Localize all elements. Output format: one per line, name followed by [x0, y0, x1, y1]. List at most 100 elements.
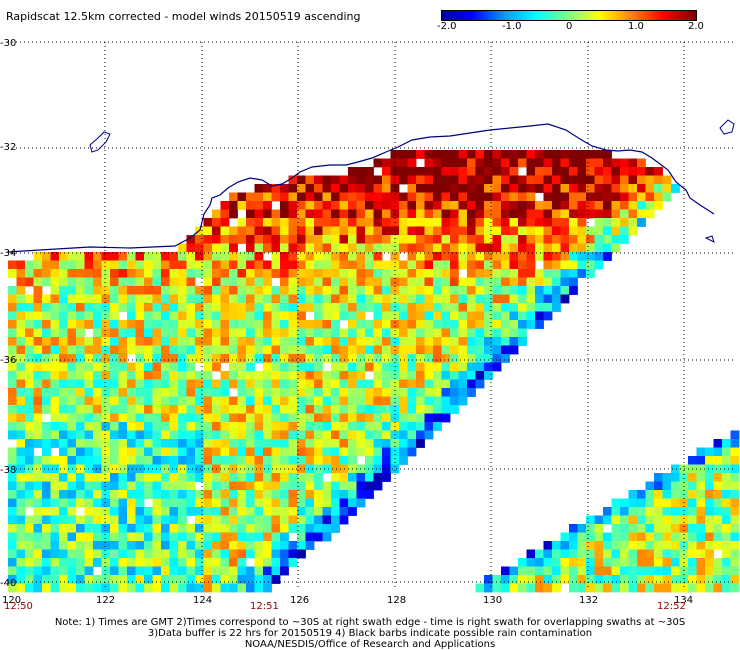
wind-cell: [161, 498, 170, 508]
wind-cell: [713, 490, 723, 499]
wind-cell: [314, 524, 323, 533]
wind-cell: [127, 362, 136, 372]
wind-cell: [118, 541, 128, 550]
wind-cell: [628, 566, 638, 576]
wind-cell: [382, 286, 391, 295]
wind-cell: [297, 507, 306, 516]
wind-cell: [467, 320, 476, 329]
wind-cell: [101, 379, 111, 389]
wind-cell: [492, 277, 502, 287]
wind-cell: [305, 430, 315, 440]
wind-cell: [220, 413, 230, 423]
wind-cell: [254, 498, 264, 508]
wind-cell: [424, 209, 434, 219]
wind-cell: [611, 515, 621, 525]
wind-cell: [458, 175, 468, 185]
wind-cell: [518, 277, 527, 287]
wind-cell: [526, 243, 536, 253]
wind-cell: [348, 430, 357, 440]
wind-cell: [509, 243, 519, 253]
wind-cell: [382, 235, 391, 244]
wind-cell: [67, 303, 77, 312]
wind-cell: [144, 286, 153, 295]
wind-cell: [407, 192, 417, 202]
island: [704, 235, 715, 243]
wind-cell: [144, 430, 153, 440]
wind-cell: [186, 277, 196, 287]
wind-cell: [186, 345, 196, 355]
wind-cell: [339, 311, 349, 321]
wind-cell: [518, 150, 527, 159]
wind-cell: [467, 158, 476, 168]
wind-cell: [603, 150, 612, 159]
wind-cell: [246, 456, 255, 465]
wind-cell: [118, 524, 128, 533]
wind-cell: [441, 235, 451, 244]
wind-cell: [118, 345, 128, 355]
wind-cell: [93, 388, 102, 397]
wind-cell: [152, 507, 162, 516]
wind-cell: [373, 184, 383, 193]
wind-cell: [50, 430, 60, 440]
wind-cell: [407, 294, 417, 304]
wind-cell: [730, 456, 740, 465]
wind-cell: [229, 269, 238, 278]
wind-cell: [356, 430, 366, 440]
wind-cell: [246, 549, 255, 559]
wind-cell: [127, 439, 136, 448]
wind-cell: [611, 498, 621, 508]
wind-cell: [322, 430, 332, 440]
wind-cell: [390, 175, 400, 185]
wind-cell: [271, 549, 281, 559]
wind-cell: [169, 447, 179, 457]
wind-cell: [178, 260, 187, 270]
time-label: 12:52: [657, 601, 686, 612]
wind-cell: [696, 583, 706, 593]
wind-cell: [67, 558, 77, 567]
wind-cell: [178, 447, 187, 457]
wind-cell: [118, 464, 128, 474]
wind-cell: [93, 464, 102, 474]
wind-cell: [679, 481, 689, 491]
wind-cell: [594, 243, 604, 253]
wind-cell: [152, 532, 162, 542]
wind-cell: [220, 337, 230, 346]
wind-cell: [314, 328, 323, 338]
wind-cell: [263, 294, 272, 304]
wind-cell: [101, 260, 111, 270]
wind-cell: [195, 328, 204, 338]
wind-cell: [713, 481, 723, 491]
wind-cell: [365, 388, 374, 397]
wind-cell: [50, 490, 60, 499]
wind-cell: [229, 464, 238, 474]
wind-cell: [322, 413, 332, 423]
wind-cell: [297, 498, 306, 508]
wind-cell: [569, 524, 578, 533]
wind-cell: [305, 524, 315, 533]
wind-cell: [135, 294, 145, 304]
wind-cell: [203, 388, 213, 397]
wind-cell: [611, 167, 621, 176]
wind-cell: [246, 575, 255, 584]
wind-cell: [263, 235, 272, 244]
wind-cell: [577, 269, 587, 278]
wind-cell: [586, 167, 595, 176]
wind-cell: [492, 243, 502, 253]
wind-cell: [560, 558, 570, 567]
wind-cell: [322, 311, 332, 321]
wind-cell: [152, 405, 162, 414]
wind-cell: [365, 286, 374, 295]
wind-cell: [407, 311, 417, 321]
wind-cell: [441, 396, 451, 406]
wind-cell: [169, 430, 179, 440]
wind-cell: [671, 490, 680, 499]
wind-cell: [16, 277, 26, 287]
wind-cell: [424, 405, 434, 414]
wind-cell: [59, 286, 68, 295]
wind-cell: [348, 328, 357, 338]
wind-cell: [594, 583, 604, 593]
wind-cell: [654, 541, 663, 550]
wind-cell: [424, 422, 434, 431]
wind-cell: [501, 175, 510, 185]
wind-cell: [203, 473, 213, 482]
